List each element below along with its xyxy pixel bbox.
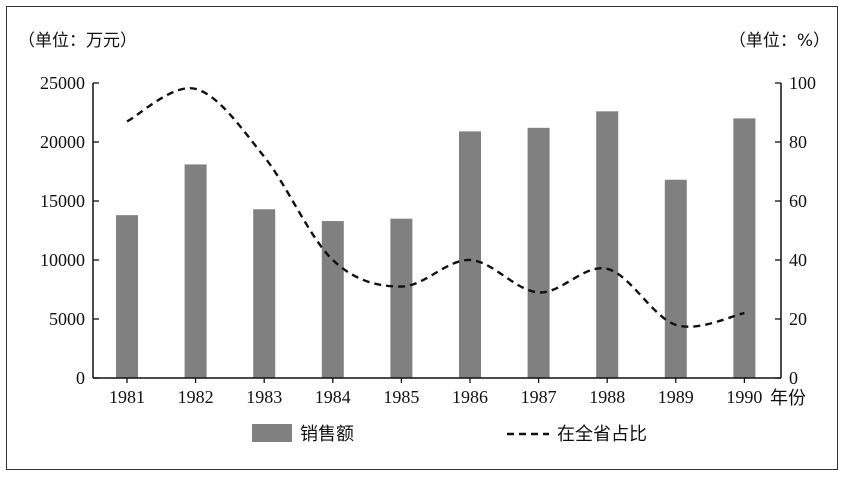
left-axis-unit-label: （单位：万元）: [18, 31, 137, 51]
x-axis-unit-label: 年份: [770, 388, 806, 408]
legend-label-share: 在全省占比: [557, 424, 647, 445]
bar-1990: [733, 118, 756, 379]
x-tick-label-1982: 1982: [178, 387, 214, 407]
share-line-path: [126, 87, 745, 328]
x-tick-label-1988: 1988: [589, 387, 625, 407]
left-tick-label: 0: [76, 368, 85, 388]
right-tick-label: 60: [789, 191, 807, 211]
right-tick-label: 40: [789, 250, 807, 270]
bar-1987: [527, 127, 550, 378]
bar-1984: [321, 221, 344, 378]
x-tick-label-1987: 1987: [521, 387, 557, 407]
bar-1982: [184, 164, 207, 378]
left-tick-label: 25000: [40, 73, 85, 93]
x-tick-label-1986: 1986: [452, 387, 488, 407]
bar-1985: [390, 218, 413, 378]
x-tick-label-1989: 1989: [658, 387, 694, 407]
line-series: [126, 87, 745, 328]
bar-1983: [253, 209, 276, 378]
tick-labels: 0 5000 10000 15000 20000 25000 0 20 40 60 80 100 198…: [40, 73, 816, 407]
right-tick-label: 100: [789, 73, 816, 93]
left-tick-label: 10000: [40, 250, 85, 270]
bar-1988: [596, 111, 619, 378]
x-tick-label-1981: 1981: [109, 387, 145, 407]
chart-frame: [6, 6, 838, 470]
bar-1989: [664, 179, 687, 378]
right-axis-unit-label: （单位：%）: [729, 31, 830, 51]
x-tick-label-1990: 1990: [726, 387, 762, 407]
left-tick-label: 5000: [49, 309, 85, 329]
bar-1986: [459, 131, 481, 378]
x-tick-label-1985: 1985: [383, 387, 419, 407]
legend: 销售额 在全省占比: [252, 424, 647, 445]
right-tick-label: 0: [789, 368, 798, 388]
legend-swatch-sales: [252, 424, 292, 442]
axes: [92, 82, 782, 383]
bar-1981: [116, 215, 138, 378]
left-tick-label: 20000: [40, 132, 85, 152]
legend-label-sales: 销售额: [300, 424, 354, 445]
bar-series: [116, 111, 756, 379]
right-tick-label: 80: [789, 132, 807, 152]
right-tick-label: 20: [789, 309, 807, 329]
x-tick-label-1984: 1984: [315, 387, 351, 407]
left-tick-label: 15000: [40, 191, 85, 211]
x-tick-label-1983: 1983: [246, 387, 282, 407]
